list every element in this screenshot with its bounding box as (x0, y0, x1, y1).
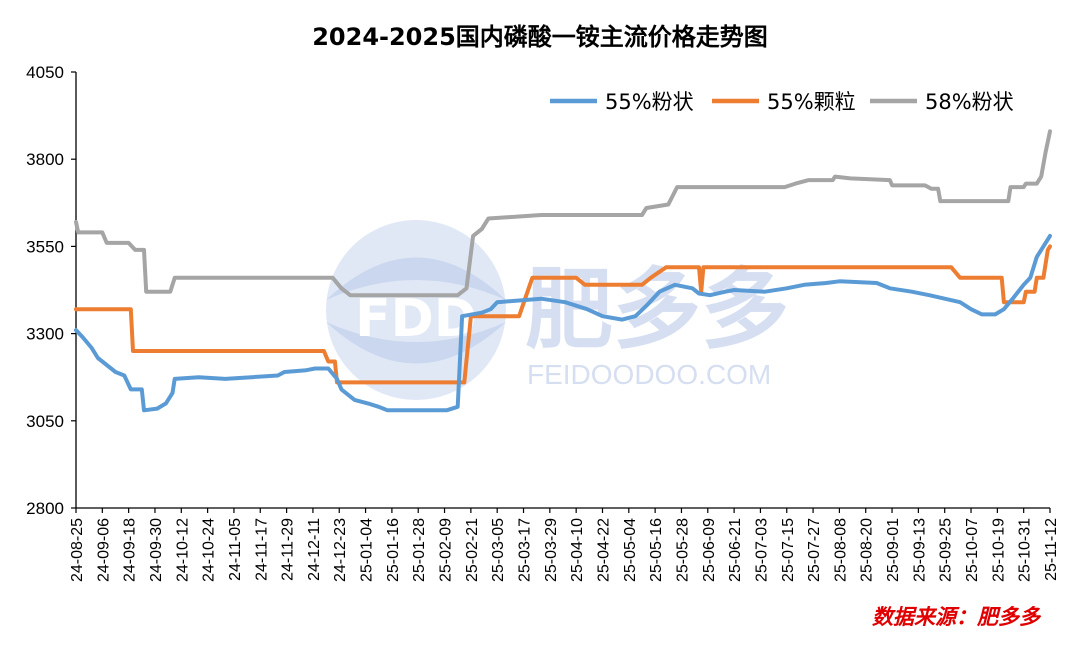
x-tick-label: 25-05-04 (622, 518, 639, 582)
x-tick-label: 24-11-29 (280, 518, 297, 581)
watermark: FDD 肥多多 FEIDOODOO.COM (326, 220, 789, 400)
x-tick-label: 25-03-17 (517, 518, 534, 582)
x-tick-label: 24-09-06 (95, 518, 112, 582)
x-axis-ticks: 24-08-25 24-09-06 24-09-18 24-09-30 24-10-12… (69, 508, 1060, 582)
y-axis-ticks: 2800 3050 3300 3550 3800 4050 (26, 63, 76, 518)
legend-label-58-powder: 58%粉状 (925, 90, 1014, 114)
x-tick-label: 25-03-05 (490, 518, 507, 582)
fdd-logo-icon: FDD (326, 220, 506, 400)
legend-label-55-powder: 55%粉状 (605, 90, 694, 114)
y-tick-label: 2800 (26, 499, 64, 518)
data-source-note: 数据来源：肥多多 (872, 604, 1042, 629)
x-tick-label: 24-09-18 (122, 518, 139, 582)
x-tick-label: 25-07-27 (806, 518, 823, 582)
x-tick-label: 24-09-30 (148, 518, 165, 582)
legend-item-55-granular: 55%颗粒 (712, 90, 856, 114)
x-tick-label: 25-06-21 (727, 518, 744, 582)
x-tick-label: 25-08-20 (859, 518, 876, 582)
y-tick-label: 3800 (26, 150, 64, 169)
x-tick-label: 24-08-25 (69, 518, 86, 582)
legend: 55%粉状 55%颗粒 58%粉状 (550, 90, 1014, 114)
x-tick-label: 25-04-10 (569, 518, 586, 582)
x-tick-label: 25-02-21 (464, 518, 481, 582)
x-tick-label: 25-11-12 (1043, 518, 1060, 581)
legend-label-55-granular: 55%颗粒 (767, 90, 856, 114)
x-tick-label: 25-05-16 (648, 518, 665, 582)
x-tick-label: 25-10-31 (1017, 518, 1034, 582)
series-lines (74, 129, 1052, 413)
x-tick-label: 24-12-11 (306, 518, 323, 581)
x-tick-label: 25-09-01 (885, 518, 902, 582)
y-tick-label: 3050 (26, 412, 64, 431)
x-tick-label: 25-03-29 (543, 518, 560, 582)
series-line-55-powder (74, 233, 1052, 413)
x-tick-label: 24-10-24 (201, 518, 218, 582)
x-tick-label: 25-04-22 (595, 518, 612, 582)
x-tick-label: 24-12-23 (332, 518, 349, 582)
x-tick-label: 24-11-05 (227, 518, 244, 581)
x-tick-label: 25-09-25 (938, 518, 955, 582)
x-tick-label: 25-07-15 (780, 518, 797, 582)
series-line-58-powder (74, 129, 1052, 298)
x-tick-label: 25-01-16 (385, 518, 402, 582)
x-tick-label: 25-01-04 (359, 518, 376, 582)
x-tick-label: 24-11-17 (253, 518, 270, 581)
watermark-logo-text: FDD (355, 289, 477, 349)
x-tick-label: 25-08-08 (832, 518, 849, 582)
x-tick-label: 25-10-07 (964, 518, 981, 582)
x-tick-label: 25-05-28 (674, 518, 691, 582)
x-tick-label: 25-09-13 (911, 518, 928, 582)
x-tick-label: 25-01-28 (411, 518, 428, 582)
x-tick-label: 25-02-09 (438, 518, 455, 582)
watermark-brand-url: FEIDOODOO.COM (527, 359, 771, 390)
chart-title: 2024-2025国内磷酸一铵主流价格走势图 (312, 23, 768, 51)
x-tick-label: 25-07-03 (753, 518, 770, 582)
y-tick-label: 3550 (26, 237, 64, 256)
x-tick-label: 25-06-09 (701, 518, 718, 582)
legend-item-58-powder: 58%粉状 (870, 90, 1014, 114)
x-tick-label: 24-10-12 (174, 518, 191, 582)
y-tick-label: 4050 (26, 63, 64, 82)
legend-item-55-powder: 55%粉状 (550, 90, 694, 114)
series-line-55-granular (74, 244, 1052, 385)
y-tick-label: 3300 (26, 325, 64, 344)
x-tick-label: 25-10-19 (990, 518, 1007, 582)
